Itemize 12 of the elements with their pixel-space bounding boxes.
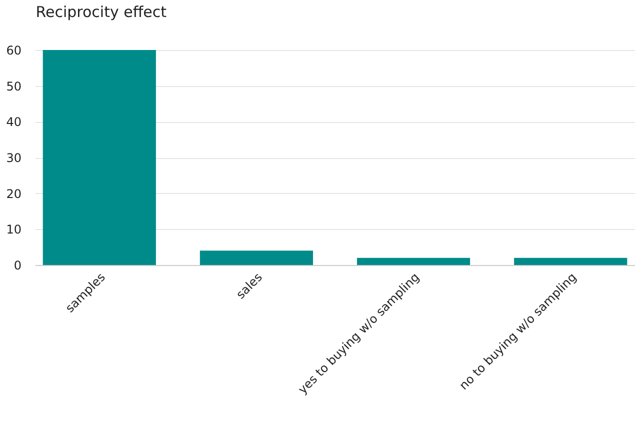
bar — [514, 258, 628, 265]
y-tick-label: 50 — [6, 79, 22, 94]
bar — [356, 258, 470, 265]
y-tick-label: 20 — [6, 186, 22, 201]
y-tick-label: 60 — [6, 44, 22, 58]
y-tick-label: 40 — [6, 115, 22, 130]
y-tick-label: 30 — [6, 151, 22, 165]
y-tick-label: 10 — [6, 222, 22, 237]
y-tick-label: 0 — [14, 258, 22, 272]
bar — [42, 50, 156, 265]
chart-title: Reciprocity effect — [36, 3, 167, 21]
bar — [200, 250, 314, 265]
